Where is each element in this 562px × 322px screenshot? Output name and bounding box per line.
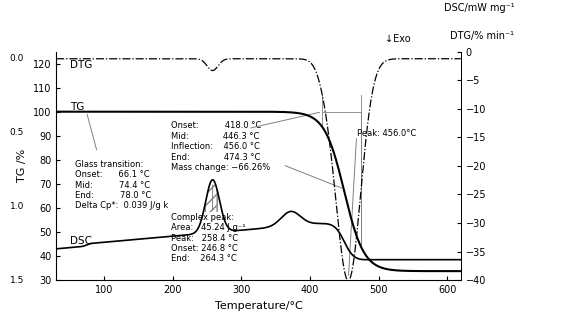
Text: ↓Exo: ↓Exo: [385, 34, 411, 44]
Text: Glass transition:
Onset:      66.1 °C
Mid:          74.4 °C
End:          78.0 °: Glass transition: Onset: 66.1 °C Mid: 74…: [75, 160, 168, 210]
Text: 0.0: 0.0: [10, 54, 24, 63]
Text: Peak: 456.0°C: Peak: 456.0°C: [357, 129, 416, 138]
Text: DTG: DTG: [70, 60, 92, 71]
Y-axis label: TG /%: TG /%: [17, 149, 28, 183]
Text: DSC/mW mg⁻¹: DSC/mW mg⁻¹: [443, 3, 514, 13]
Text: 0.5: 0.5: [10, 128, 24, 137]
Text: DSC: DSC: [70, 236, 92, 246]
Text: Complex peak:
Area:   45.24 J g⁻¹
Peak:   258.4 °C
Onset: 246.8 °C
End:    264.3: Complex peak: Area: 45.24 J g⁻¹ Peak: 25…: [171, 213, 246, 263]
Text: Onset:          418.0 °C
Mid:             446.3 °C
Inflection:    456.0 °C
End: : Onset: 418.0 °C Mid: 446.3 °C Inflection…: [171, 121, 271, 172]
Text: TG: TG: [70, 102, 84, 112]
Text: 1.5: 1.5: [10, 276, 24, 285]
Text: 1.0: 1.0: [10, 202, 24, 211]
Text: DTG/% min⁻¹: DTG/% min⁻¹: [450, 31, 514, 41]
X-axis label: Temperature/°C: Temperature/°C: [215, 300, 302, 310]
